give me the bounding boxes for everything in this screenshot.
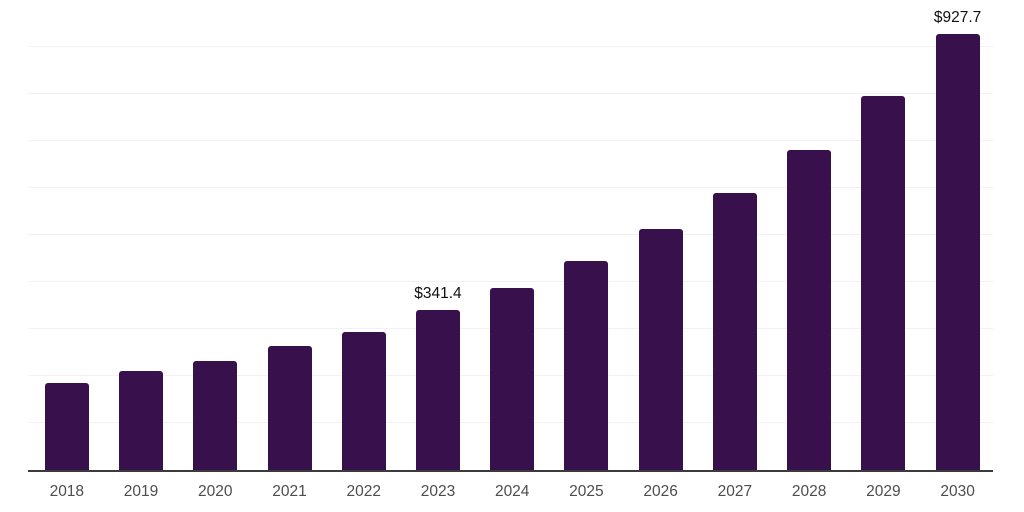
- x-tick-label-2022: 2022: [346, 483, 381, 500]
- value-label-2023: $341.4: [414, 285, 462, 303]
- bar-2028: [787, 149, 832, 470]
- bar-2019: [119, 371, 164, 470]
- bar-2018: [44, 383, 89, 470]
- bar-2021: [267, 345, 312, 470]
- value-label-2030: $927.7: [933, 9, 982, 27]
- gridline: [28, 234, 993, 235]
- x-tick-label-2021: 2021: [272, 483, 307, 500]
- x-tick-label-2018: 2018: [49, 483, 85, 500]
- x-tick-label-2020: 2020: [198, 483, 233, 500]
- bar-2029: [861, 96, 906, 470]
- x-tick-label-2025: 2025: [569, 483, 604, 500]
- x-tick-label-2024: 2024: [494, 483, 530, 500]
- x-tick-label-2019: 2019: [123, 483, 159, 500]
- gridline: [28, 187, 993, 188]
- x-tick-label-2026: 2026: [643, 483, 678, 500]
- plot-area: $341.4 $927.7: [28, 0, 993, 470]
- bar-2027: [712, 192, 757, 470]
- gridline: [28, 46, 993, 47]
- bar-2026: [638, 229, 683, 470]
- bar-2025: [564, 261, 609, 470]
- x-tick-label-2027: 2027: [717, 483, 753, 500]
- x-tick-label-2029: 2029: [866, 483, 901, 500]
- x-axis-line: [28, 470, 993, 472]
- gridline: [28, 281, 993, 282]
- x-tick-label-2028: 2028: [791, 483, 827, 500]
- bar-2023: [415, 309, 460, 470]
- gridline: [28, 140, 993, 141]
- x-tick-label-2030: 2030: [940, 483, 975, 500]
- x-tick-label-2023: 2023: [420, 483, 456, 500]
- bar-2022: [341, 331, 386, 470]
- bar-2024: [490, 287, 535, 470]
- bar-2030: [935, 33, 980, 470]
- gridline: [28, 93, 993, 94]
- bar-2020: [193, 360, 238, 470]
